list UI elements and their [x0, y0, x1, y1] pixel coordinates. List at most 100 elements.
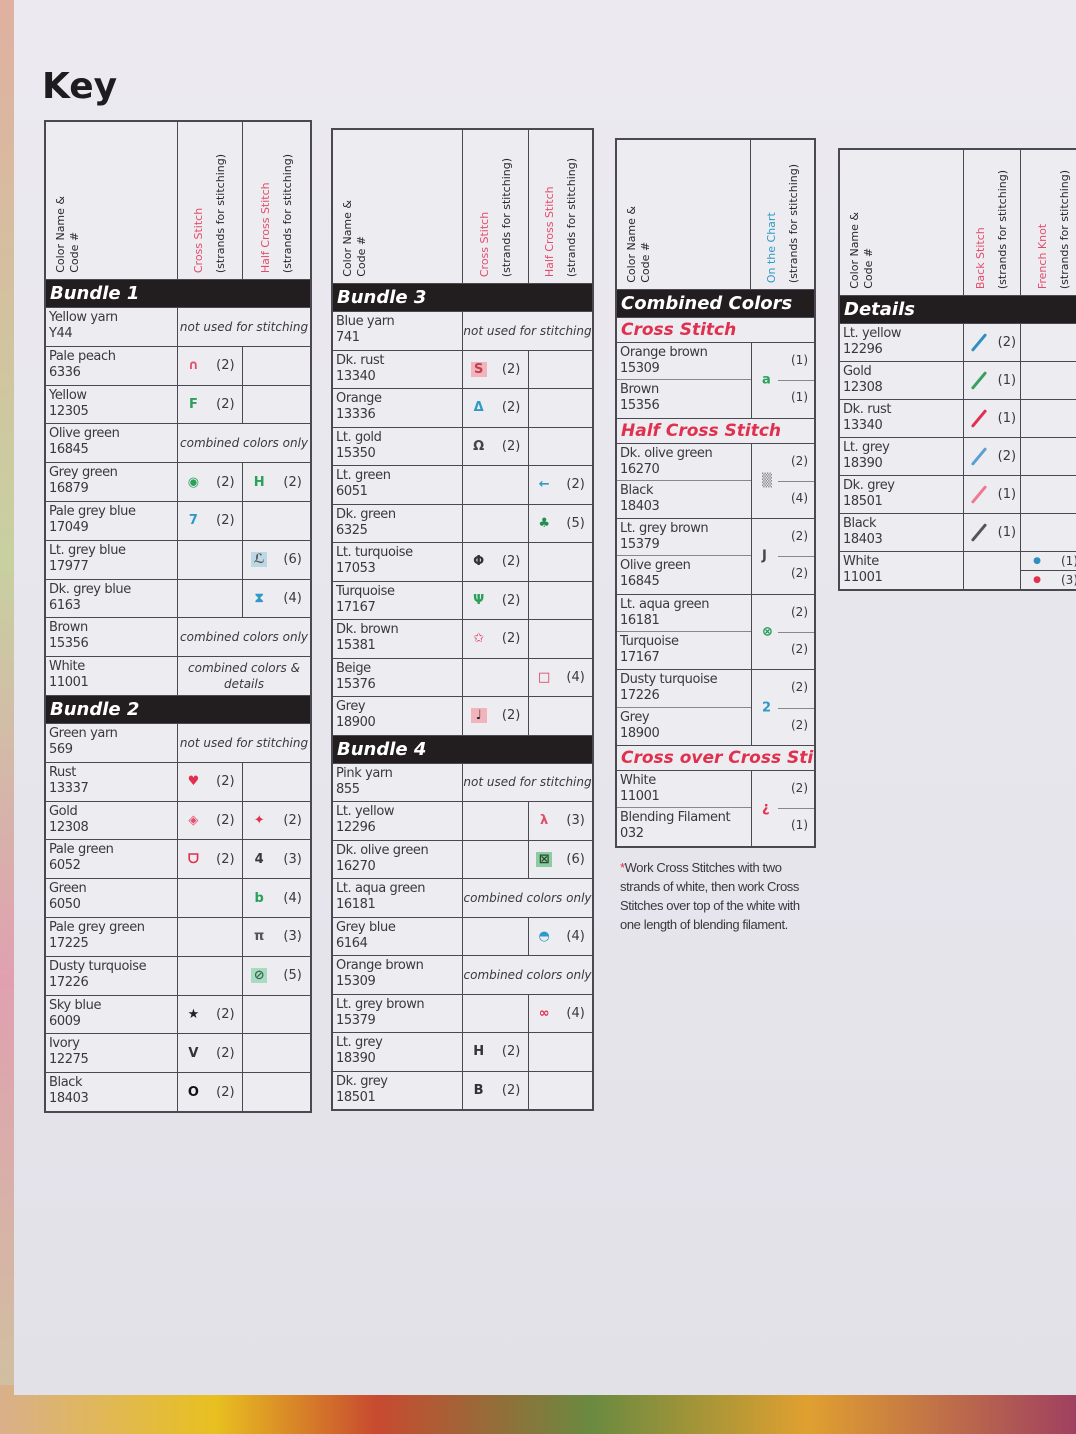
table-row: Gold 12308 ◈ (2) ✦ (2)	[46, 801, 310, 841]
table-row: Grey blue 6164 ◓ (4)	[333, 917, 592, 956]
color-name-cell: Lt. grey brown 15379	[617, 519, 751, 557]
half-cross-stitch-cell: ⧗ (4)	[243, 580, 310, 618]
half-cross-stitch-cell	[529, 543, 592, 581]
subsection-title: Half Cross Stitch	[617, 419, 814, 444]
back-stitch-line-icon	[970, 371, 988, 390]
combined-color-group: Dk. olive green 16270 Black 18403 ▒ (2) (4)	[617, 443, 814, 520]
color-name: Turquoise	[620, 634, 679, 650]
color-name: Dk. grey	[843, 478, 895, 493]
divider	[778, 707, 814, 709]
color-code: 15376	[336, 676, 376, 692]
color-name-cell: Grey 18900	[617, 708, 751, 745]
header-label: Half Cross Stitch (strands for stitching)	[259, 154, 295, 273]
strand-count: (2)	[216, 396, 235, 412]
color-name-cell: Pale grey green 17225	[46, 917, 178, 956]
half-cross-stitch-cell: ♣ (5)	[529, 505, 592, 543]
symbol-icon: H	[253, 474, 265, 490]
color-name: Green yarn	[49, 725, 118, 741]
strand-count: (1)	[997, 525, 1017, 540]
table-row: Orange 13336 Δ (2)	[333, 389, 592, 428]
cross-stitch-cell: 7 (2)	[178, 501, 243, 540]
color-code: 12308	[843, 380, 883, 395]
cross-stitch-cell: ♩ (2)	[463, 697, 529, 735]
color-name: Orange brown	[336, 958, 424, 973]
color-name: Lt. grey	[843, 440, 890, 455]
symbol-icon: ♣	[538, 515, 550, 531]
header-label: On the Chart (strands for stitching)	[765, 164, 801, 283]
half-cross-stitch-cell	[243, 763, 310, 801]
strand-count: (2)	[501, 438, 521, 454]
half-cross-stitch-cell: ← (2)	[529, 466, 592, 504]
color-name-cell: Dk. rust 13340	[840, 400, 964, 437]
strand-count: (2)	[216, 1045, 235, 1061]
header-label: Back Stitch (strands for stitching)	[974, 170, 1010, 289]
header-cell: On the Chart (strands for stitching)	[751, 140, 814, 289]
header-label: Color Name & Code #	[341, 200, 369, 277]
color-code: 569	[49, 741, 73, 757]
symbol-icon: ★	[187, 1006, 200, 1022]
half-cross-stitch-cell	[529, 620, 592, 658]
color-name: Lt. aqua green	[336, 881, 426, 896]
back-stitch-line-icon	[970, 447, 988, 466]
cross-stitch-cell: F (2)	[178, 385, 243, 424]
strand-count: (1)	[791, 390, 808, 405]
half-cross-stitch-cell: π (3)	[243, 918, 310, 956]
half-cross-stitch-cell	[529, 351, 592, 389]
section-bar: Bundle 3	[333, 284, 592, 312]
chart-symbol-cell: ▒ (2) (4)	[751, 443, 814, 519]
symbol-icon: 2	[762, 700, 772, 716]
key-table-bundles-1-2: Color Name & Code # Cross Stitch (strands f…	[44, 120, 312, 1113]
subsection-title: Cross over Cross Stitch*	[617, 746, 814, 771]
symbol-icon: H	[473, 1044, 485, 1060]
color-name-cell: Sky blue 6009	[46, 995, 178, 1034]
strand-count: (2)	[501, 400, 521, 416]
strand-count: (5)	[283, 968, 302, 984]
color-name: Dusty turquoise	[620, 672, 718, 688]
color-code: 18403	[49, 1091, 89, 1107]
strand-count: (5)	[566, 515, 585, 531]
symbol-icon: ℒ	[251, 552, 268, 568]
symbol-icon: 4	[254, 851, 264, 867]
table-row: Lt. gold 15350 Ω (2)	[333, 427, 592, 466]
back-stitch-line-icon	[970, 485, 988, 504]
color-name-cell: Lt. aqua green 16181	[617, 595, 751, 633]
color-code: 18501	[843, 494, 883, 509]
note-cell: not used for stitching	[463, 323, 592, 338]
color-name: Dk. grey	[336, 1073, 388, 1089]
color-name: Blue yarn	[336, 314, 395, 329]
color-name-cell: Lt. yellow 12296	[840, 324, 964, 361]
strands-label: (strands for stitching)	[214, 153, 227, 273]
symbol-icon: ♥	[187, 774, 200, 790]
strands-label: (strands for stitching)	[499, 157, 513, 277]
color-code: 15379	[620, 537, 660, 553]
table-row: Ivory 12275 V (2)	[46, 1034, 310, 1074]
section-bar: Details	[840, 296, 1076, 324]
color-name-cell: Lt. aqua green 16181	[333, 879, 463, 917]
chart-symbol-cell: 2 (2) (2)	[751, 670, 814, 745]
color-name: Olive green	[49, 426, 120, 442]
strand-count: (4)	[566, 928, 585, 944]
french-knot-cell	[1021, 324, 1076, 361]
color-name: Grey	[620, 709, 650, 725]
header-label: Color Name & Code #	[848, 212, 876, 289]
strand-count: (2)	[216, 1006, 235, 1022]
color-code: 12308	[49, 819, 89, 835]
color-code: 16845	[620, 574, 660, 590]
color-name: Grey green	[49, 465, 118, 481]
strand-count: (1)	[997, 373, 1017, 388]
page-title: Key	[42, 66, 118, 107]
color-name: White	[49, 659, 85, 675]
stitch-type-label: French Knot	[1035, 223, 1049, 289]
color-code: 13340	[843, 418, 883, 433]
strand-count: (2)	[791, 717, 808, 732]
symbol-icon: 7	[188, 513, 198, 529]
table-row: Dk. rust 13340 S (2)	[333, 350, 592, 389]
header-label: Cross Stitch (strands for stitching)	[478, 158, 514, 277]
table-row: Pale green 6052 ᗜ (2) 4 (3)	[46, 840, 310, 880]
stitch-type-label: Half Cross Stitch	[258, 182, 272, 273]
color-name-cell: Gold 12308	[46, 801, 178, 840]
divider	[778, 556, 814, 558]
cross-stitch-cell	[463, 917, 529, 955]
color-name-cell: White 11001	[46, 657, 178, 695]
strand-count: (2)	[501, 361, 521, 377]
